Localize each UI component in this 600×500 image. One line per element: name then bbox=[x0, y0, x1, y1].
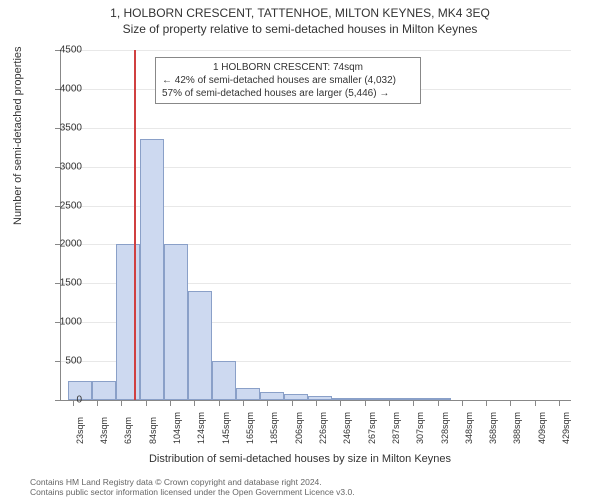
histogram-bar bbox=[140, 139, 164, 400]
x-tick-label: 165sqm bbox=[245, 412, 255, 444]
x-tick bbox=[121, 400, 122, 406]
y-tick-label: 500 bbox=[42, 356, 82, 367]
x-tick-label: 246sqm bbox=[342, 412, 352, 444]
x-tick-label: 206sqm bbox=[294, 412, 304, 444]
y-tick-label: 2500 bbox=[42, 200, 82, 211]
x-tick bbox=[365, 400, 366, 406]
y-tick-label: 2000 bbox=[42, 239, 82, 250]
x-tick bbox=[267, 400, 268, 406]
x-tick-label: 307sqm bbox=[415, 412, 425, 444]
histogram-bar bbox=[308, 396, 332, 400]
marker-line bbox=[134, 50, 136, 400]
y-tick-label: 3500 bbox=[42, 122, 82, 133]
footer-attribution: Contains HM Land Registry data © Crown c… bbox=[30, 477, 355, 497]
histogram-bar bbox=[379, 398, 403, 400]
gridline bbox=[61, 50, 571, 51]
gridline bbox=[61, 206, 571, 207]
x-tick-label: 104sqm bbox=[172, 412, 182, 444]
x-tick bbox=[559, 400, 560, 406]
x-tick bbox=[340, 400, 341, 406]
x-tick-label: 267sqm bbox=[367, 412, 377, 444]
footer-line-1: Contains HM Land Registry data © Crown c… bbox=[30, 477, 355, 487]
x-tick bbox=[97, 400, 98, 406]
x-tick-label: 185sqm bbox=[269, 412, 279, 444]
x-axis-label: Distribution of semi-detached houses by … bbox=[0, 453, 600, 465]
y-tick-label: 1500 bbox=[42, 278, 82, 289]
x-tick bbox=[194, 400, 195, 406]
x-tick bbox=[170, 400, 171, 406]
histogram-bar bbox=[236, 388, 260, 400]
y-tick-label: 0 bbox=[42, 395, 82, 406]
histogram-bar bbox=[260, 392, 284, 400]
x-tick-label: 84sqm bbox=[148, 417, 158, 444]
x-tick bbox=[486, 400, 487, 406]
y-tick-label: 1000 bbox=[42, 317, 82, 328]
x-tick-label: 287sqm bbox=[391, 412, 401, 444]
x-tick-label: 368sqm bbox=[488, 412, 498, 444]
info-line: ← 42% of semi-detached houses are smalle… bbox=[162, 74, 414, 87]
info-line: 57% of semi-detached houses are larger (… bbox=[162, 87, 414, 100]
histogram-bar bbox=[284, 394, 308, 400]
info-box: 1 HOLBORN CRESCENT: 74sqm← 42% of semi-d… bbox=[155, 57, 421, 104]
gridline bbox=[61, 167, 571, 168]
histogram-bar bbox=[212, 361, 236, 400]
histogram-bar bbox=[403, 398, 427, 400]
x-tick-label: 226sqm bbox=[318, 412, 328, 444]
x-tick-label: 145sqm bbox=[221, 412, 231, 444]
x-tick-label: 348sqm bbox=[464, 412, 474, 444]
histogram-bar bbox=[427, 398, 451, 400]
x-tick-label: 409sqm bbox=[537, 412, 547, 444]
x-tick-label: 124sqm bbox=[196, 412, 206, 444]
y-tick-label: 3000 bbox=[42, 161, 82, 172]
x-tick-label: 63sqm bbox=[123, 417, 133, 444]
footer-line-2: Contains public sector information licen… bbox=[30, 487, 355, 497]
info-line: 1 HOLBORN CRESCENT: 74sqm bbox=[162, 61, 414, 74]
x-tick bbox=[219, 400, 220, 406]
gridline bbox=[61, 128, 571, 129]
x-tick bbox=[413, 400, 414, 406]
x-tick bbox=[535, 400, 536, 406]
y-tick-label: 4500 bbox=[42, 45, 82, 56]
histogram-bar bbox=[116, 244, 140, 400]
histogram-bar bbox=[92, 381, 116, 400]
x-tick bbox=[389, 400, 390, 406]
x-tick-label: 328sqm bbox=[440, 412, 450, 444]
x-tick-label: 388sqm bbox=[512, 412, 522, 444]
histogram-bar bbox=[356, 398, 380, 400]
x-tick-label: 23sqm bbox=[75, 417, 85, 444]
x-tick-label: 429sqm bbox=[561, 412, 571, 444]
x-tick-label: 43sqm bbox=[99, 417, 109, 444]
histogram-bar bbox=[164, 244, 188, 400]
x-tick bbox=[438, 400, 439, 406]
x-tick bbox=[243, 400, 244, 406]
histogram-bar bbox=[332, 398, 356, 400]
x-tick bbox=[510, 400, 511, 406]
x-tick bbox=[462, 400, 463, 406]
page-title: 1, HOLBORN CRESCENT, TATTENHOE, MILTON K… bbox=[0, 0, 600, 20]
y-axis-label: Number of semi-detached properties bbox=[12, 46, 24, 225]
page-subtitle: Size of property relative to semi-detach… bbox=[0, 20, 600, 36]
x-tick bbox=[316, 400, 317, 406]
histogram-bar bbox=[188, 291, 212, 400]
x-tick bbox=[146, 400, 147, 406]
y-tick-label: 4000 bbox=[42, 83, 82, 94]
x-tick bbox=[292, 400, 293, 406]
